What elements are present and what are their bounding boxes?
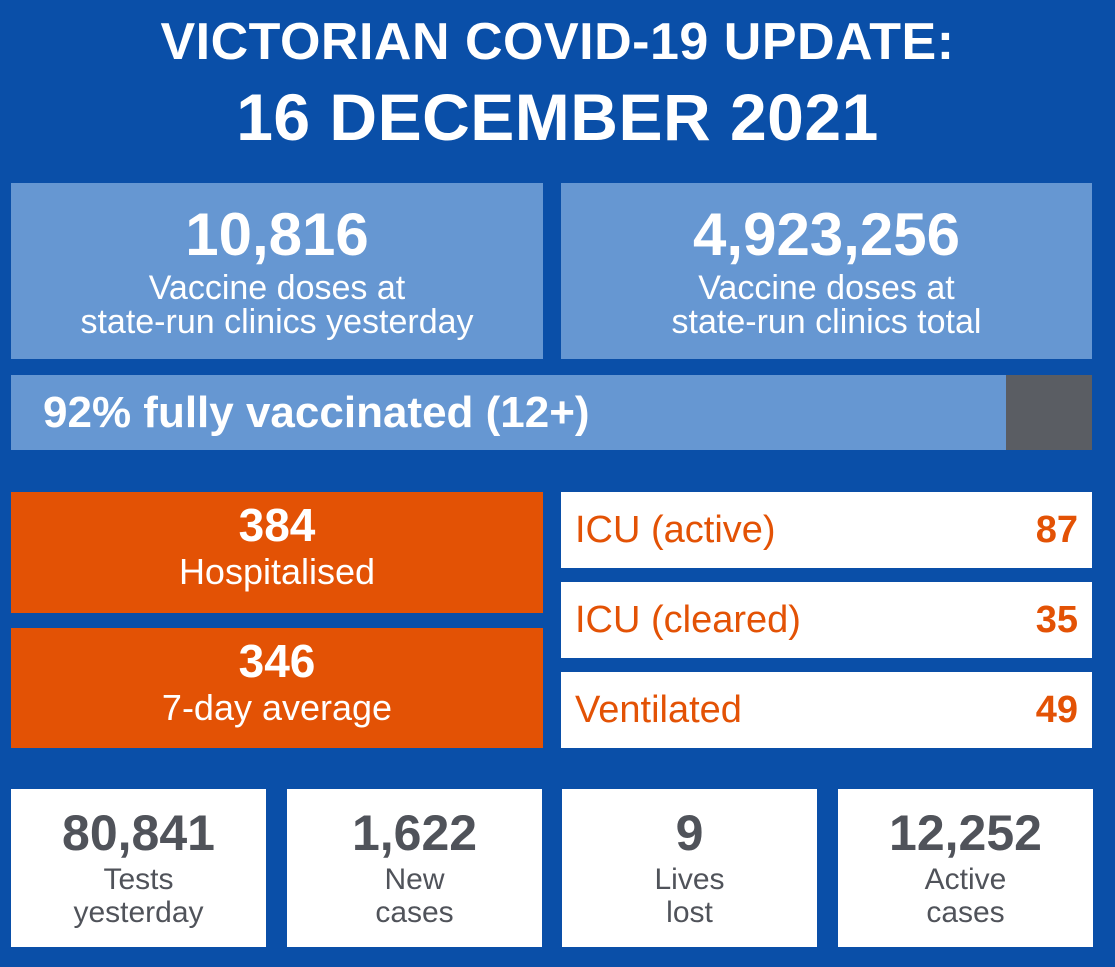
tests-yesterday-value: 80,841	[62, 805, 215, 861]
new-cases-label-2: cases	[375, 896, 454, 929]
fully-vaccinated-progress-bar: 92% fully vaccinated (12+)	[11, 375, 1092, 450]
seven-day-average-label: 7-day average	[161, 687, 393, 728]
vaccine-doses-yesterday-label-2: state-run clinics yesterday	[80, 303, 474, 341]
ventilated-label: Ventilated	[575, 689, 742, 731]
icu-active-row: ICU (active) 87	[561, 492, 1092, 568]
fully-vaccinated-progress-fill	[11, 375, 1006, 450]
ventilated-row: Ventilated 49	[561, 672, 1092, 748]
seven-day-average-value: 346	[238, 635, 316, 687]
active-cases-label-1: Active	[924, 863, 1007, 896]
hospitalised-label: Hospitalised	[178, 551, 376, 592]
new-cases-value: 1,622	[351, 805, 478, 861]
hospitalised-value: 384	[238, 499, 316, 551]
active-cases-label-2: cases	[926, 896, 1005, 929]
icu-cleared-label: ICU (cleared)	[575, 599, 801, 641]
vaccine-doses-total-label-2: state-run clinics total	[671, 303, 982, 341]
icu-active-label: ICU (active)	[575, 509, 776, 551]
title-line-1: VICTORIAN COVID-19 UPDATE:	[160, 13, 955, 71]
new-cases-panel: 1,622 New cases	[287, 789, 542, 947]
seven-day-average-panel: 346 7-day average	[11, 628, 543, 748]
icu-cleared-row: ICU (cleared) 35	[561, 582, 1092, 658]
fully-vaccinated-label: 92% fully vaccinated (12+)	[43, 388, 590, 437]
title-date: 16 DECEMBER 2021	[236, 80, 879, 154]
active-cases-value: 12,252	[889, 805, 1042, 861]
icu-cleared-value: 35	[1035, 599, 1078, 641]
active-cases-panel: 12,252 Active cases	[838, 789, 1093, 947]
new-cases-label-1: New	[384, 863, 445, 896]
ventilated-value: 49	[1035, 689, 1078, 731]
vaccine-doses-yesterday-value: 10,816	[185, 201, 369, 268]
vaccine-doses-yesterday-panel: 10,816 Vaccine doses at state-run clinic…	[11, 183, 543, 359]
vaccine-doses-total-label-1: Vaccine doses at	[698, 269, 955, 307]
vaccine-doses-total-value: 4,923,256	[693, 201, 960, 268]
icu-active-value: 87	[1035, 509, 1078, 551]
tests-yesterday-label-1: Tests	[103, 863, 174, 896]
vaccine-doses-yesterday-label-1: Vaccine doses at	[148, 269, 406, 307]
tests-yesterday-panel: 80,841 Tests yesterday	[11, 789, 266, 947]
vaccine-doses-total-panel: 4,923,256 Vaccine doses at state-run cli…	[561, 183, 1092, 359]
tests-yesterday-label-2: yesterday	[73, 896, 204, 929]
lives-lost-label-1: Lives	[654, 863, 725, 896]
lives-lost-label-2: lost	[666, 896, 713, 929]
hospitalised-panel: 384 Hospitalised	[11, 492, 543, 613]
lives-lost-panel: 9 Lives lost	[562, 789, 817, 947]
lives-lost-value: 9	[675, 805, 704, 861]
